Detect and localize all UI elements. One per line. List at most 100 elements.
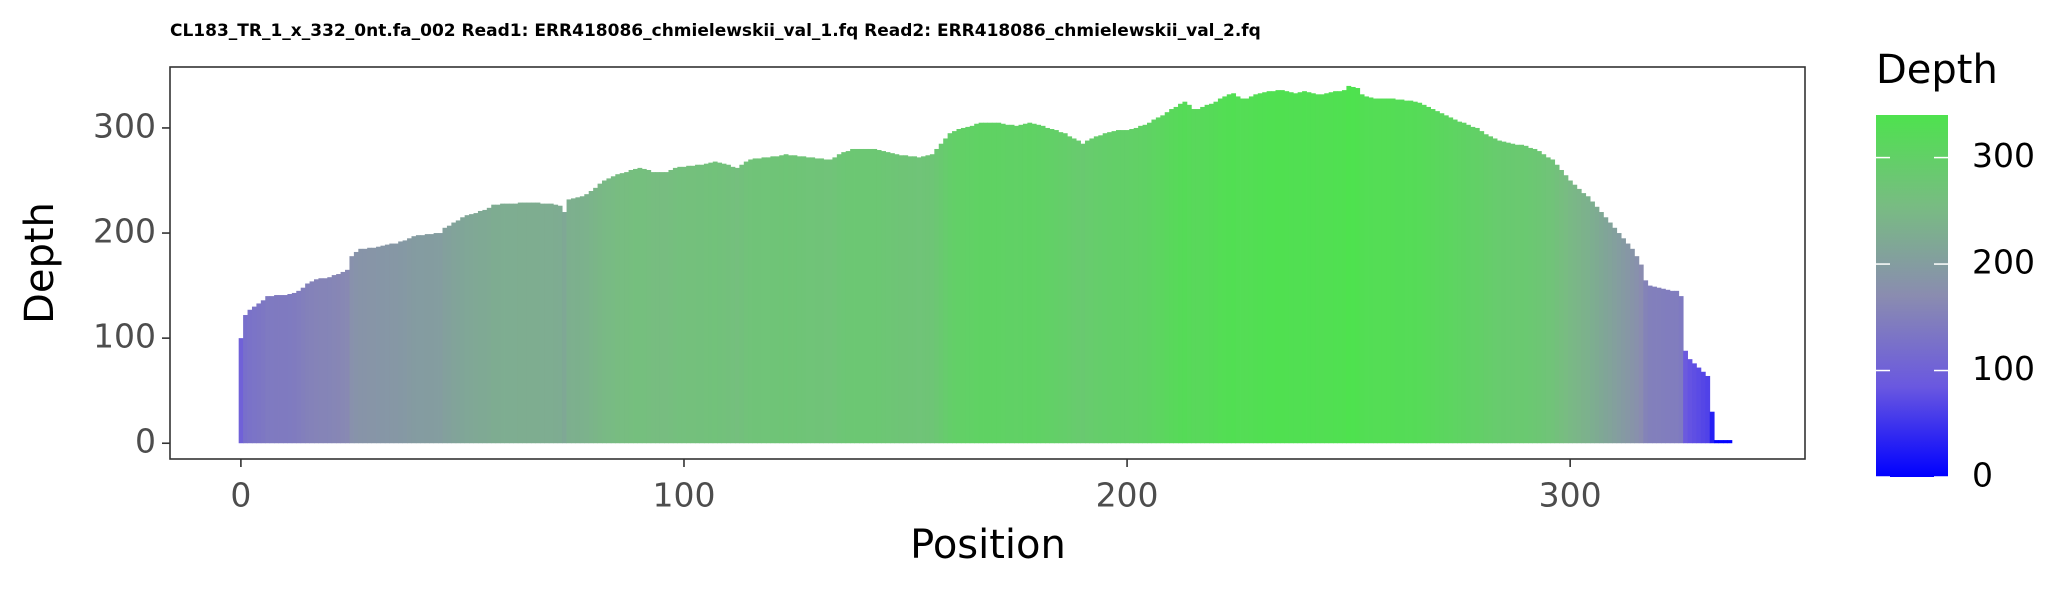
bar — [1093, 136, 1099, 444]
bar — [1297, 92, 1303, 444]
bar — [1536, 151, 1542, 444]
bar — [1643, 280, 1649, 444]
bar — [1714, 440, 1719, 444]
bar — [504, 203, 510, 444]
bar — [1581, 193, 1587, 444]
bar — [336, 274, 341, 444]
bar — [761, 157, 767, 444]
bar — [770, 156, 776, 444]
x-tick-label: 200 — [1096, 476, 1159, 515]
chart-title: CL183_TR_1_x_332_0nt.fa_002 Read1: ERR41… — [170, 21, 1261, 41]
bar — [1359, 94, 1365, 444]
bar — [309, 281, 315, 444]
bar — [1040, 125, 1046, 444]
bar — [1421, 104, 1427, 444]
bar — [717, 162, 723, 444]
bar — [1319, 94, 1325, 444]
bar — [1660, 288, 1666, 444]
bar — [1452, 119, 1458, 444]
bar — [978, 122, 984, 444]
bar — [429, 234, 435, 444]
bar — [1510, 143, 1516, 444]
bar — [1687, 359, 1693, 444]
bar — [398, 241, 404, 444]
bar — [850, 148, 855, 444]
bar — [593, 187, 598, 444]
bar — [1062, 133, 1068, 444]
bar — [305, 283, 310, 444]
bar — [584, 194, 590, 444]
bar — [238, 338, 244, 444]
bar — [296, 290, 302, 444]
bar — [1408, 100, 1414, 444]
bar — [1071, 138, 1077, 444]
bar — [469, 214, 474, 444]
bar — [1235, 96, 1241, 444]
bar — [969, 125, 975, 444]
bar — [1647, 285, 1653, 444]
bar — [1231, 93, 1237, 444]
bar — [690, 165, 696, 444]
bar — [1005, 124, 1011, 444]
bar — [1306, 92, 1312, 444]
bar — [1111, 131, 1117, 444]
colorbar — [1876, 115, 1948, 477]
bar — [260, 300, 266, 444]
bar — [345, 269, 350, 444]
bar — [1333, 91, 1338, 444]
bar — [1182, 101, 1188, 444]
bar — [522, 202, 528, 444]
bar — [269, 296, 275, 444]
bar — [1129, 129, 1135, 444]
bar — [1528, 147, 1533, 444]
bar — [903, 155, 909, 444]
bar — [1607, 222, 1613, 444]
bar — [1350, 86, 1356, 444]
bar — [1417, 102, 1423, 444]
bar — [1629, 248, 1635, 444]
bar — [1151, 119, 1157, 444]
bar — [1656, 287, 1662, 444]
bar — [1545, 157, 1551, 444]
bar — [433, 233, 439, 444]
bar — [278, 295, 284, 444]
bar — [1164, 112, 1170, 444]
colorbar-tick-label: 300 — [1972, 136, 2035, 175]
y-tick-label: 0 — [135, 422, 156, 461]
bar — [925, 155, 931, 444]
bar — [1036, 124, 1042, 444]
bar — [1474, 127, 1480, 444]
bar — [832, 157, 838, 444]
bar — [646, 169, 652, 444]
bar — [752, 158, 758, 444]
bar — [1541, 154, 1547, 444]
bar — [974, 123, 980, 444]
bar — [367, 247, 373, 444]
bar — [438, 233, 443, 444]
bar — [539, 203, 545, 444]
colorbar-tick-label: 100 — [1972, 349, 2035, 388]
bar — [1430, 109, 1436, 444]
bar — [1448, 117, 1454, 444]
bar — [1045, 127, 1050, 444]
bar — [668, 169, 674, 444]
bar — [1594, 206, 1600, 444]
bar — [1076, 140, 1081, 444]
bar — [1284, 91, 1290, 444]
y-tick-label: 300 — [93, 106, 156, 145]
bar — [796, 156, 802, 444]
bar — [1700, 371, 1706, 444]
bar — [1727, 440, 1733, 444]
bar — [380, 245, 386, 444]
bar — [1443, 115, 1449, 444]
bar — [1567, 180, 1573, 444]
bar — [1492, 138, 1498, 444]
bar — [477, 210, 483, 444]
bar — [1341, 90, 1347, 444]
bar — [1173, 106, 1179, 444]
bar — [517, 202, 523, 444]
bar — [1497, 140, 1502, 444]
bar — [1470, 126, 1476, 444]
bar — [508, 203, 514, 444]
bar — [451, 222, 457, 444]
